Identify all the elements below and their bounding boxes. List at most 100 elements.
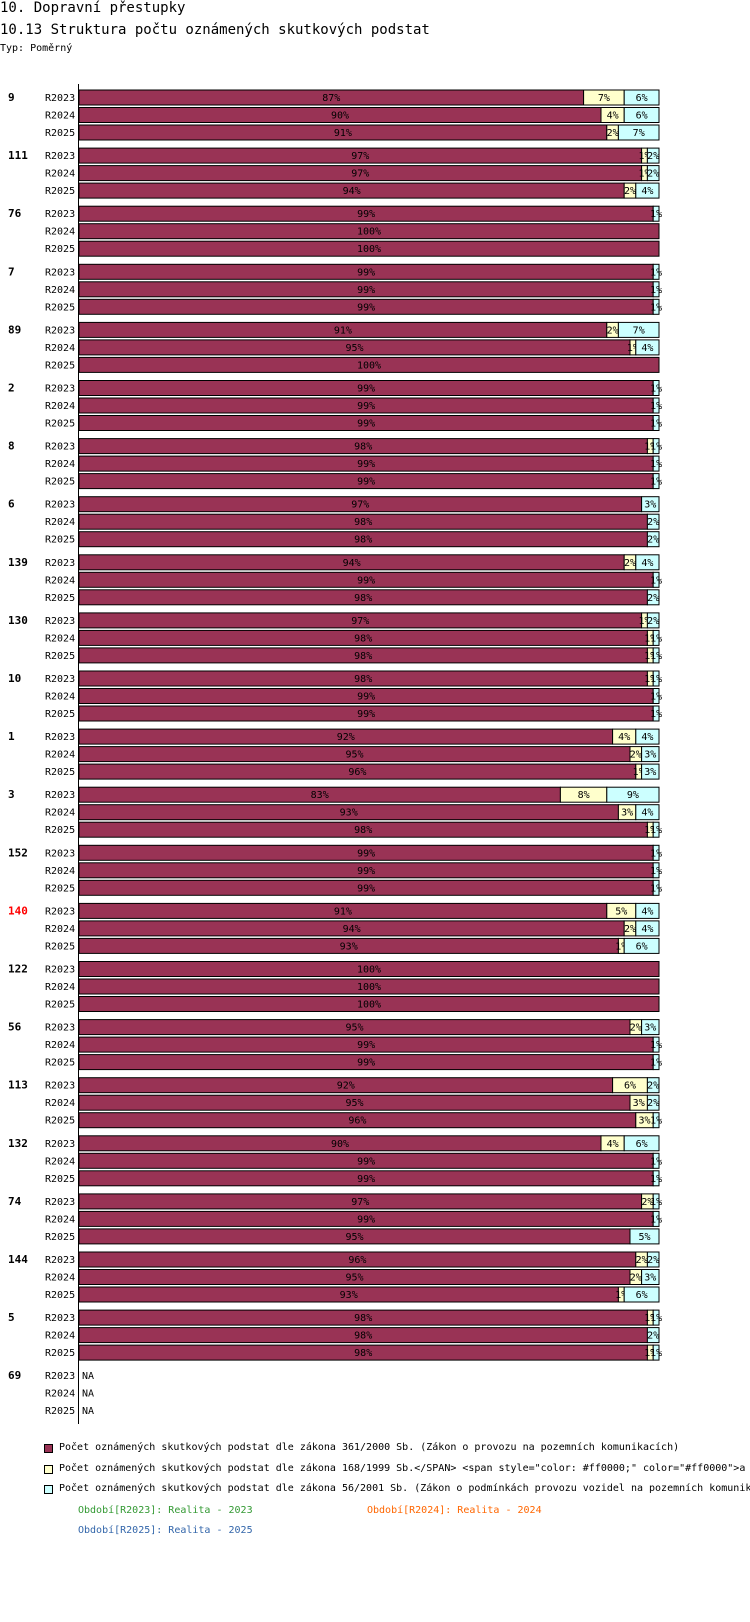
bar-segment-series3 bbox=[652, 647, 660, 664]
period-label: R2025 bbox=[45, 1232, 75, 1243]
period-label: R2024 bbox=[45, 1156, 75, 1167]
data-label: 1% bbox=[644, 1313, 656, 1324]
period-label: R2024 bbox=[45, 692, 75, 703]
period-label: R2024 bbox=[45, 750, 75, 761]
data-label: 1% bbox=[650, 1058, 662, 1069]
data-label: 99% bbox=[357, 209, 375, 220]
data-label: 99% bbox=[357, 1214, 375, 1225]
bar-segment-series3 bbox=[652, 1193, 660, 1210]
data-label: 9% bbox=[627, 790, 639, 801]
period-label: R2024 bbox=[45, 924, 75, 935]
bar-segment-series3 bbox=[635, 554, 660, 571]
bar-segment-series3 bbox=[652, 705, 660, 722]
data-label: 2% bbox=[647, 151, 659, 162]
bar-segment-series3 bbox=[652, 844, 660, 861]
data-label: 1% bbox=[650, 651, 662, 662]
data-label: 1% bbox=[644, 442, 656, 453]
period-label: R2024 bbox=[45, 1273, 75, 1284]
bar-segment-series3 bbox=[641, 763, 660, 780]
bar-segment-series3 bbox=[646, 147, 660, 164]
bar-segment-series3 bbox=[652, 629, 660, 646]
data-label: 99% bbox=[357, 1058, 375, 1069]
group-label: 69 bbox=[8, 1369, 21, 1382]
data-label: 2% bbox=[630, 1023, 642, 1034]
group-label: 140 bbox=[8, 904, 28, 917]
bar-segment-series3 bbox=[635, 182, 660, 199]
data-label: 1% bbox=[650, 1156, 662, 1167]
bar-segment-series3 bbox=[635, 804, 660, 821]
data-label: 2% bbox=[647, 616, 659, 627]
period-label: R2023 bbox=[45, 384, 75, 395]
data-label: 1% bbox=[644, 633, 656, 644]
data-label: 1% bbox=[650, 575, 662, 586]
data-label: 99% bbox=[357, 848, 375, 859]
data-label: 95% bbox=[345, 1273, 363, 1284]
data-label: 2% bbox=[636, 1255, 648, 1266]
period-label: R2025 bbox=[45, 1116, 75, 1127]
bar-segment-series3 bbox=[652, 298, 660, 315]
data-label: 1% bbox=[650, 442, 662, 453]
bar-segment-series1 bbox=[78, 356, 660, 373]
period-label: R2025 bbox=[45, 1058, 75, 1069]
data-label: 99% bbox=[357, 575, 375, 586]
bar-segment-series3 bbox=[652, 380, 660, 396]
data-label: 1% bbox=[650, 1197, 662, 1208]
data-label: 1% bbox=[638, 616, 650, 627]
group-label: 152 bbox=[8, 846, 28, 859]
data-label: 4% bbox=[641, 906, 653, 917]
data-label: 2% bbox=[647, 1098, 659, 1109]
data-label: 99% bbox=[357, 401, 375, 412]
data-label: 100% bbox=[357, 360, 381, 371]
data-label: 1% bbox=[644, 825, 656, 836]
data-label: 3% bbox=[638, 1116, 650, 1127]
bar-segment-series3 bbox=[652, 1309, 660, 1326]
na-label: NA bbox=[82, 1371, 94, 1382]
data-label: 2% bbox=[624, 924, 636, 935]
bar-segment-series3 bbox=[652, 281, 660, 298]
period-label: R2023 bbox=[45, 267, 75, 278]
period-label: R2025 bbox=[45, 767, 75, 778]
group-label: 76 bbox=[8, 207, 22, 220]
period-label: R2023 bbox=[45, 674, 75, 685]
period-label: R2023 bbox=[45, 209, 75, 220]
data-label: 6% bbox=[636, 1139, 648, 1150]
group-label: 139 bbox=[8, 556, 28, 569]
bar-segment-series3 bbox=[635, 920, 660, 937]
data-label: 91% bbox=[334, 325, 352, 336]
data-label: 99% bbox=[357, 692, 375, 703]
group-label: 9 bbox=[8, 91, 15, 104]
data-label: 3% bbox=[644, 500, 656, 511]
period-label: R2024 bbox=[45, 285, 75, 296]
bar-segment-series3 bbox=[652, 1054, 660, 1071]
period-label: R2023 bbox=[45, 93, 75, 104]
data-label: 90% bbox=[331, 1139, 349, 1150]
period-label: R2025 bbox=[45, 1348, 75, 1359]
group-label: 89 bbox=[8, 323, 21, 336]
data-label: 1% bbox=[650, 866, 662, 877]
chart-title: 10.13 Struktura počtu oznámených skutkov… bbox=[0, 22, 430, 38]
data-label: 2% bbox=[647, 1081, 659, 1092]
data-label: 4% bbox=[641, 732, 653, 743]
data-label: 2% bbox=[647, 535, 659, 546]
period-label: R2023 bbox=[45, 965, 75, 976]
period-label: R2025 bbox=[45, 941, 75, 952]
data-label: 4% bbox=[607, 111, 619, 122]
bar-segment-series3 bbox=[641, 746, 660, 763]
data-label: 99% bbox=[357, 267, 375, 278]
bar-segment-series3 bbox=[646, 1251, 660, 1268]
data-label: 2% bbox=[647, 169, 659, 180]
period-label: R2024 bbox=[45, 808, 75, 819]
period-label: R2023 bbox=[45, 500, 75, 511]
bar-segment-series3 bbox=[652, 263, 660, 280]
period-label: R2025 bbox=[45, 244, 75, 255]
data-label: 95% bbox=[345, 750, 363, 761]
period-label: R2024 bbox=[45, 1040, 75, 1051]
data-label: 3% bbox=[644, 767, 656, 778]
period-label: R2024 bbox=[45, 227, 75, 238]
period-label: R2024 bbox=[45, 633, 75, 644]
data-label: 2% bbox=[647, 1255, 659, 1266]
legend-label-series2: Počet oznámených skutkových podstat dle … bbox=[59, 1463, 746, 1474]
data-label: 98% bbox=[354, 674, 372, 685]
group-label: 3 bbox=[8, 788, 15, 801]
data-label: 3% bbox=[644, 1023, 656, 1034]
